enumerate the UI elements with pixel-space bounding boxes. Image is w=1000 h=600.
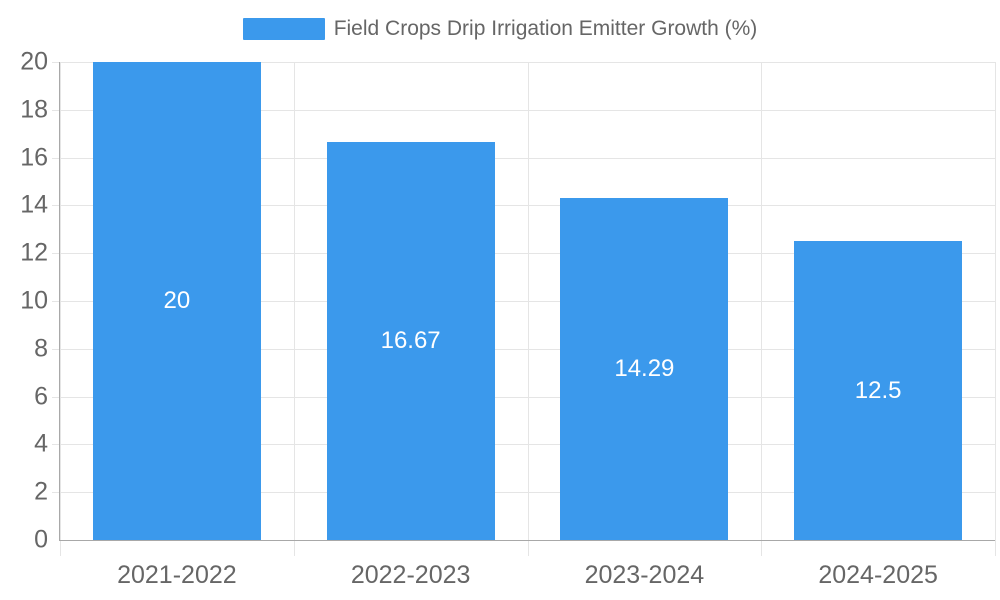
y-gridline: [52, 301, 995, 302]
legend-swatch: [242, 18, 325, 40]
plot-area: 0 2 4 6 8 10 12 14 16 18 20 20 16.67 14.29 12.5 2021-20…: [20, 48, 996, 589]
bar-value-label: 16.67: [380, 326, 441, 354]
y-axis-tick-label: 14: [20, 190, 48, 219]
x-axis-tick-label: 2021-2022: [117, 561, 237, 589]
x-axis-line: [59, 540, 995, 541]
y-gridline: [52, 253, 995, 255]
x-gridline: [293, 62, 295, 556]
bar-2024-2025: [794, 241, 963, 540]
y-axis-tick-label: 12: [20, 238, 48, 267]
x-gridline: [60, 62, 61, 556]
bar-2021-2022: [92, 62, 261, 540]
y-axis-tick-label: 6: [34, 382, 48, 411]
y-gridline: [52, 444, 995, 446]
y-gridline: [52, 396, 995, 398]
y-gridline: [52, 109, 995, 111]
y-axis-tick-label: 10: [20, 286, 48, 315]
bar-value-label: 20: [163, 287, 191, 314]
y-axis-tick-label: 20: [20, 47, 48, 76]
bar-value-label: 14.29: [614, 355, 675, 383]
y-axis-line: [59, 62, 60, 540]
x-gridline: [995, 62, 996, 556]
y-axis-tick-label: 18: [20, 95, 48, 124]
bar-2022-2023: [326, 141, 495, 540]
legend-label: Field Crops Drip Irrigation Emitter Grow…: [333, 17, 758, 40]
bar-2023-2024: [560, 198, 729, 540]
y-gridline: [52, 205, 995, 207]
y-axis-tick-label: 0: [34, 525, 48, 554]
x-gridline: [527, 62, 529, 556]
y-axis-tick-label: 2: [34, 477, 48, 506]
y-gridline: [52, 157, 995, 159]
y-axis-tick-label: 4: [34, 429, 48, 458]
x-axis-tick-label: 2022-2023: [350, 561, 471, 589]
legend-item[interactable]: Field Crops Drip Irrigation Emitter Grow…: [0, 17, 1000, 41]
bar-value-label: 12.5: [854, 376, 902, 404]
y-axis-tick-label: 8: [34, 334, 48, 363]
x-gridline: [761, 62, 763, 556]
y-gridline: [52, 348, 995, 350]
y-gridline: [52, 62, 995, 63]
y-gridline: [52, 492, 995, 494]
x-axis-tick-label: 2023-2024: [584, 561, 705, 589]
y-axis-tick-label: 16: [20, 143, 48, 172]
x-axis-tick-label: 2024-2025: [818, 561, 938, 589]
